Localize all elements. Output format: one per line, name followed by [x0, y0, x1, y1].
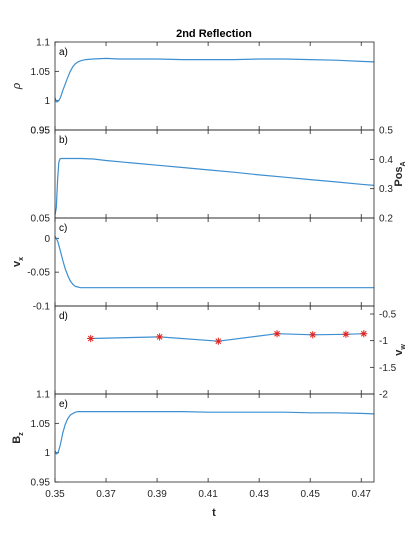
x-tick-label: 0.47 [352, 489, 372, 500]
y-axis-label-left: ρ [11, 83, 23, 90]
marker-stroke [274, 330, 280, 337]
data-marker [87, 334, 95, 343]
left-tick-label: 1.05 [31, 419, 51, 430]
marker-stroke [215, 338, 222, 345]
right-tick-label: 0.3 [379, 184, 393, 195]
panel-label: d) [59, 311, 68, 322]
marker-stroke [360, 330, 367, 337]
y-axis-label-left: Bz [11, 432, 25, 444]
right-tick-label: -2 [379, 390, 388, 401]
marker-stroke [87, 335, 94, 342]
panel-frame [54, 393, 375, 483]
panel-frame [54, 41, 375, 131]
y-axis-label-left: vx [11, 257, 25, 267]
left-tick-label: 1 [44, 96, 50, 107]
panel-frame [54, 305, 375, 395]
panel-c: 0 -0.05 -0.1 c) vx [11, 217, 375, 313]
left-tick-label: 0.95 [31, 126, 51, 137]
series-line [54, 236, 374, 289]
left-tick-label: -0.05 [27, 268, 50, 279]
panel-label: c) [59, 223, 67, 234]
data-marker [309, 331, 317, 339]
left-tick-label: 1.05 [31, 67, 51, 78]
data-marker [156, 333, 164, 341]
data-marker [360, 330, 368, 338]
left-tick-label: 0.95 [31, 478, 51, 489]
x-tick-label: 0.37 [96, 489, 116, 500]
panel-label: e) [59, 399, 68, 410]
left-tick-label: 1.1 [36, 390, 50, 401]
panel-d: -0.5 -1 -1.5 -2 d) vw [54, 305, 407, 401]
panel-label: b) [59, 135, 68, 146]
data-marker [273, 330, 281, 338]
x-tick-label: 0.41 [198, 489, 218, 500]
data-marker [214, 337, 222, 345]
panel-frame [54, 217, 375, 307]
left-tick-label: -0.1 [33, 302, 51, 313]
series-line [90, 333, 364, 342]
left-tick-label: 0 [44, 234, 50, 245]
y-axis-label-right: PosA [393, 161, 407, 186]
marker-stroke [156, 334, 163, 340]
chart-title: 2nd Reflection [176, 28, 252, 40]
marker-stroke [343, 331, 349, 338]
panel-b: 0.05 0.95 0.2 0.3 0.4 0.5 b) PosA [31, 126, 407, 225]
marker-stroke [309, 331, 316, 338]
left-tick-label: 1 [44, 448, 50, 459]
panel-e: 0.95 1 1.05 1.1 e) Bz [11, 390, 375, 489]
panel-frame [54, 129, 375, 219]
right-tick-label: -1.5 [379, 363, 397, 374]
right-tick-label: 0.4 [379, 155, 393, 166]
panel-label: a) [59, 47, 68, 58]
series-line [54, 57, 375, 103]
x-axis-label: t [212, 507, 216, 519]
left-tick-label: 1.1 [36, 38, 50, 49]
right-tick-label: -0.5 [379, 310, 397, 321]
x-tick-label: 0.43 [249, 489, 269, 500]
panel-a: 0.95 1 1.05 1.1 a) ρ [11, 38, 375, 137]
y-axis-label-right: vw [393, 344, 407, 356]
x-tick-label: 0.45 [300, 489, 320, 500]
right-tick-label: 0.2 [379, 214, 393, 225]
right-tick-label: 0.5 [379, 126, 393, 137]
right-tick-label: -1 [379, 336, 388, 347]
x-tick-label: 0.35 [45, 489, 65, 500]
series-line [54, 157, 375, 216]
left-tick-label: 0.95 [31, 126, 51, 137]
data-marker [342, 330, 350, 338]
x-tick-label: 0.39 [147, 489, 167, 500]
left-tick-label: 0.05 [31, 214, 51, 225]
series-line [54, 411, 375, 455]
